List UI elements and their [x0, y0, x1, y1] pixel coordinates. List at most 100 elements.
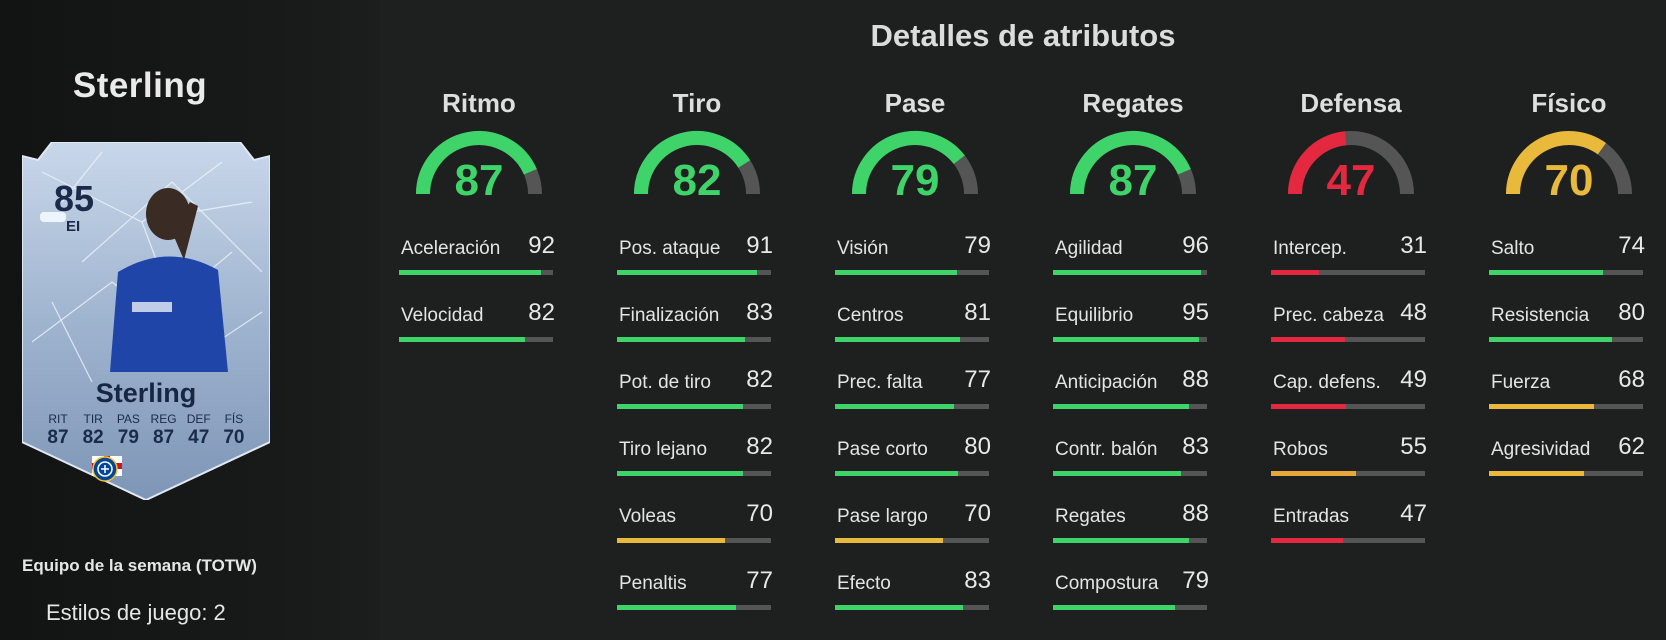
attr-bar	[1271, 471, 1425, 476]
attr-value: 31	[1400, 232, 1427, 259]
attr-group-gauge: 47	[1286, 130, 1416, 205]
boot-icon	[40, 212, 66, 222]
card-stats-row: RIT 87 TIR 82 PAS 79 REG 87 DEF 47 FÍS 70	[42, 412, 250, 449]
attr-row: Salto 74	[1489, 226, 1649, 293]
attr-name: Pos. ataque	[619, 238, 721, 259]
gauge-fill	[852, 131, 965, 195]
attr-group-gauge: 79	[850, 130, 980, 205]
attr-bar-fill	[1053, 337, 1200, 342]
attr-value: 95	[1182, 299, 1209, 326]
attr-row: Finalización 83	[617, 293, 777, 360]
attr-bar-fill	[1053, 538, 1189, 543]
attr-value: 49	[1400, 366, 1427, 393]
attr-row: Velocidad 82	[399, 293, 559, 360]
attr-value: 48	[1400, 299, 1427, 326]
attr-bar-fill	[835, 605, 963, 610]
attr-bar-fill	[399, 337, 526, 342]
attr-name: Resistencia	[1491, 305, 1590, 326]
attr-bar	[1053, 404, 1207, 409]
attr-bar	[1053, 270, 1207, 275]
attr-value: 83	[1182, 433, 1209, 460]
attr-name: Fuerza	[1491, 372, 1551, 393]
attr-group-value: 87	[1108, 156, 1158, 205]
attr-bar	[1271, 337, 1425, 342]
card-stat-value: 79	[117, 427, 139, 448]
card-stat-key: DEF	[186, 412, 211, 426]
attr-row: Intercep. 31	[1271, 226, 1431, 293]
attr-bar	[1489, 337, 1643, 342]
attr-row: Cap. defens. 49	[1271, 360, 1431, 427]
attr-bar	[617, 337, 771, 342]
attr-group-title: Defensa	[1300, 88, 1402, 118]
attr-name: Robos	[1273, 439, 1328, 460]
attr-name: Prec. falta	[837, 372, 923, 393]
attr-group-title: Regates	[1082, 88, 1184, 118]
attr-row: Efecto 83	[835, 561, 995, 628]
attr-bar-fill	[835, 404, 954, 409]
attr-group-gauge: 87	[1068, 130, 1198, 205]
attr-bar-fill	[835, 270, 957, 275]
attr-list: Visión 79 Centros 81 Prec. falta 77 Pase corto…	[835, 226, 995, 628]
attr-value: 81	[964, 299, 991, 326]
playstyles-count: Estilos de juego: 2	[46, 600, 226, 625]
attr-bar	[1489, 404, 1643, 409]
chelsea-crest-icon	[92, 456, 118, 482]
card-stat: PAS 79	[112, 412, 144, 449]
attr-bar	[617, 270, 771, 275]
attr-bar-fill	[1271, 471, 1356, 476]
attr-bar-fill	[617, 538, 725, 543]
attr-bar-fill	[1489, 471, 1585, 476]
attr-name: Entradas	[1273, 506, 1350, 527]
attr-list: Salto 74 Resistencia 80 Fuerza 68 Agresividad 6…	[1489, 226, 1649, 494]
attr-name: Contr. balón	[1055, 439, 1158, 460]
attr-value: 91	[746, 232, 773, 259]
attr-bar	[1489, 270, 1643, 275]
attr-row: Penaltis 77	[617, 561, 777, 628]
attr-row: Equilibrio 95	[1053, 293, 1213, 360]
attr-bar-fill	[617, 337, 745, 342]
attr-bar-fill	[1271, 404, 1347, 409]
card-stat-value: 82	[82, 427, 104, 448]
card-stat-value: 70	[223, 427, 245, 448]
attr-name: Finalización	[619, 305, 720, 326]
attr-group-value: 79	[890, 156, 940, 205]
attr-name: Equilibrio	[1055, 305, 1134, 326]
card-rating: 85	[54, 178, 95, 219]
player-name-title: Sterling	[72, 66, 208, 105]
attr-value: 82	[746, 433, 773, 460]
attr-bar-fill	[1271, 538, 1344, 543]
attr-row: Pos. ataque 91	[617, 226, 777, 293]
player-card[interactable]: 85 EI Sterling RIT 87 TIR 82 PAS 79 REG 87 D…	[22, 142, 270, 500]
attr-bar	[1053, 471, 1207, 476]
card-stat-value: 47	[188, 427, 210, 448]
attr-value: 92	[528, 232, 555, 259]
attr-row: Tiro lejano 82	[617, 427, 777, 494]
attr-row: Anticipación 88	[1053, 360, 1213, 427]
attr-group-title: Pase	[884, 88, 946, 118]
gauge-fill	[634, 131, 751, 195]
attr-value: 47	[1400, 500, 1427, 527]
attr-bar-fill	[1053, 471, 1181, 476]
card-stat: RIT 87	[42, 412, 74, 449]
attr-row: Resistencia 80	[1489, 293, 1649, 360]
card-position: EI	[66, 218, 81, 235]
gauge-fill	[1506, 131, 1607, 195]
attr-row: Prec. falta 77	[835, 360, 995, 427]
card-stat-key: FÍS	[224, 412, 244, 426]
attr-name: Voleas	[619, 506, 677, 527]
attr-row: Agilidad 96	[1053, 226, 1213, 293]
attr-name: Pot. de tiro	[619, 372, 711, 393]
attr-row: Robos 55	[1271, 427, 1431, 494]
attr-value: 82	[528, 299, 555, 326]
attr-value: 88	[1182, 500, 1209, 527]
attr-name: Velocidad	[401, 305, 484, 326]
attr-row: Prec. cabeza 48	[1271, 293, 1431, 360]
attr-bar	[1489, 471, 1643, 476]
attr-bar	[617, 605, 771, 610]
attr-name: Prec. cabeza	[1273, 305, 1384, 326]
attr-value: 70	[746, 500, 773, 527]
attr-bar-fill	[835, 471, 959, 476]
attr-bar	[1053, 538, 1207, 543]
attr-row: Entradas 47	[1271, 494, 1431, 561]
attr-value: 68	[1618, 366, 1645, 393]
